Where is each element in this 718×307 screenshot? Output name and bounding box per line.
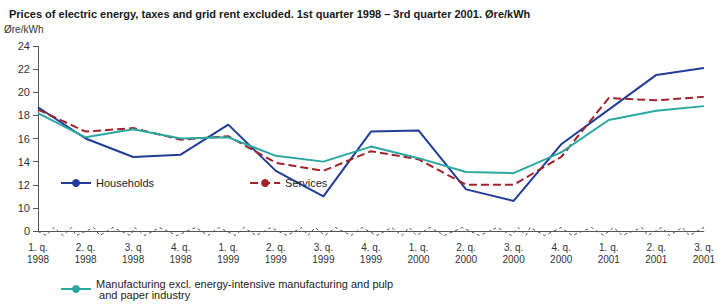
svg-text:3. q: 3. q bbox=[125, 242, 142, 253]
svg-text:1998: 1998 bbox=[122, 254, 145, 265]
svg-text:1. q.: 1. q. bbox=[28, 242, 47, 253]
svg-text:14: 14 bbox=[18, 156, 30, 168]
svg-text:1998: 1998 bbox=[170, 254, 193, 265]
svg-text:2000: 2000 bbox=[455, 254, 478, 265]
svg-text:2000: 2000 bbox=[550, 254, 573, 265]
svg-text:Prices of electric energy, tax: Prices of electric energy, taxes and gri… bbox=[9, 8, 531, 20]
svg-text:0: 0 bbox=[24, 225, 30, 237]
svg-text:Households: Households bbox=[96, 177, 155, 189]
svg-text:4. q.: 4. q. bbox=[361, 242, 380, 253]
svg-text:22: 22 bbox=[18, 63, 30, 75]
svg-text:2. q.: 2. q. bbox=[647, 242, 666, 253]
svg-text:16: 16 bbox=[18, 133, 30, 145]
svg-text:1. q.: 1. q. bbox=[409, 242, 428, 253]
svg-text:Øre/kWh: Øre/kWh bbox=[4, 24, 43, 35]
svg-text:1998: 1998 bbox=[27, 254, 50, 265]
svg-text:2001: 2001 bbox=[598, 254, 621, 265]
svg-text:1999: 1999 bbox=[265, 254, 288, 265]
svg-text:Manufacturing excl. energy-int: Manufacturing excl. energy-intensive man… bbox=[96, 277, 394, 290]
svg-text:3. q.: 3. q. bbox=[314, 242, 333, 253]
svg-text:1999: 1999 bbox=[217, 254, 240, 265]
svg-text:2. q.: 2. q. bbox=[266, 242, 285, 253]
svg-text:and paper industry: and paper industry bbox=[96, 289, 191, 301]
svg-text:12: 12 bbox=[18, 179, 30, 191]
svg-text:1999: 1999 bbox=[360, 254, 383, 265]
svg-text:1998: 1998 bbox=[74, 254, 97, 265]
svg-text:2. q.: 2. q. bbox=[76, 242, 95, 253]
svg-text:1. q.: 1. q. bbox=[219, 242, 238, 253]
svg-text:1999: 1999 bbox=[312, 254, 335, 265]
svg-text:3. q.: 3. q. bbox=[504, 242, 523, 253]
svg-text:10: 10 bbox=[18, 202, 30, 214]
svg-text:20: 20 bbox=[18, 86, 30, 98]
svg-text:3. q.: 3. q. bbox=[694, 242, 713, 253]
svg-text:Services: Services bbox=[285, 177, 328, 189]
svg-text:2. q.: 2. q. bbox=[456, 242, 475, 253]
svg-text:2000: 2000 bbox=[407, 254, 430, 265]
svg-text:1. q.: 1. q. bbox=[599, 242, 618, 253]
svg-text:4. q.: 4. q. bbox=[171, 242, 190, 253]
svg-text:4. q.: 4. q. bbox=[551, 242, 570, 253]
svg-text:24: 24 bbox=[18, 40, 30, 52]
svg-text:2001: 2001 bbox=[693, 254, 716, 265]
svg-text:18: 18 bbox=[18, 109, 30, 121]
svg-text:2001: 2001 bbox=[645, 254, 668, 265]
svg-text:2000: 2000 bbox=[503, 254, 526, 265]
